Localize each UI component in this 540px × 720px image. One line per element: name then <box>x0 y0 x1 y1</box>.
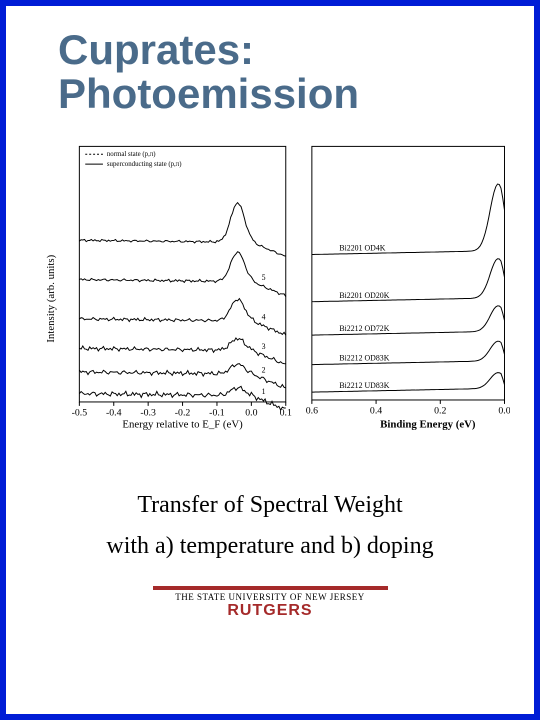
slide-title: Cuprates:Photoemission <box>58 28 534 116</box>
chart-a-series-number: 4 <box>262 313 266 322</box>
chart-a: Intensity (arb. units) 1 2 3 4 5 -0.5 -0.4 -0.… <box>42 134 296 434</box>
chart-b-xtick: 0.6 <box>305 406 317 417</box>
chart-a-series-number: 5 <box>262 273 266 282</box>
chart-b-xtick: 0.2 <box>434 406 446 417</box>
svg-text:normal state (p,π): normal state (p,π) <box>107 151 156 158</box>
university-line: THE STATE UNIVERSITY OF NEW JERSEY <box>6 592 534 602</box>
chart-b-xtick: 0.4 <box>370 406 382 417</box>
chart-b-xlabel: Binding Energy (eV) <box>380 419 476 431</box>
chart-a-xtick: -0.3 <box>140 408 156 419</box>
caption-line-1: Transfer of Spectral Weight <box>6 492 534 519</box>
chart-a-xtick: 0.0 <box>245 408 257 419</box>
chart-b: Bi2212 UD83K Bi2212 OD83K Bi2212 OD72K Bi22… <box>304 134 510 434</box>
chart-b-series-label: Bi2201 OD4K <box>339 244 385 253</box>
chart-a-xtick: 0.1 <box>280 408 292 419</box>
chart-a-series-number: 3 <box>262 342 266 351</box>
chart-b-series-label: Bi2212 OD72K <box>339 324 389 333</box>
chart-a-ylabel: Intensity (arb. units) <box>45 255 57 343</box>
slide-frame: Cuprates:Photoemission Intensity (arb. u… <box>0 0 540 720</box>
chart-a-xlabel: Energy relative to E_F (eV) <box>122 419 243 431</box>
footer-rule <box>153 586 388 590</box>
chart-a-series-number: 1 <box>262 387 266 396</box>
rutgers-logo-text: RUTGERS <box>6 602 534 620</box>
chart-a-xtick: -0.2 <box>175 408 191 419</box>
chart-b-series-label: Bi2212 UD83K <box>339 381 389 390</box>
chart-a-series-number: 2 <box>262 366 266 375</box>
chart-b-series-label: Bi2212 OD83K <box>339 354 389 363</box>
chart-a-xtick: -0.1 <box>209 408 225 419</box>
charts-row: Intensity (arb. units) 1 2 3 4 5 -0.5 -0.4 -0.… <box>42 134 510 434</box>
chart-a-xtick: -0.4 <box>106 408 122 419</box>
chart-b-xtick: 0.0 <box>498 406 510 417</box>
chart-b-series-label: Bi2201 OD20K <box>339 291 389 300</box>
caption-line-2: with a) temperature and b) doping <box>6 533 534 560</box>
svg-text:superconducting state (p,π): superconducting state (p,π) <box>107 161 182 168</box>
chart-a-xtick: -0.5 <box>72 408 88 419</box>
